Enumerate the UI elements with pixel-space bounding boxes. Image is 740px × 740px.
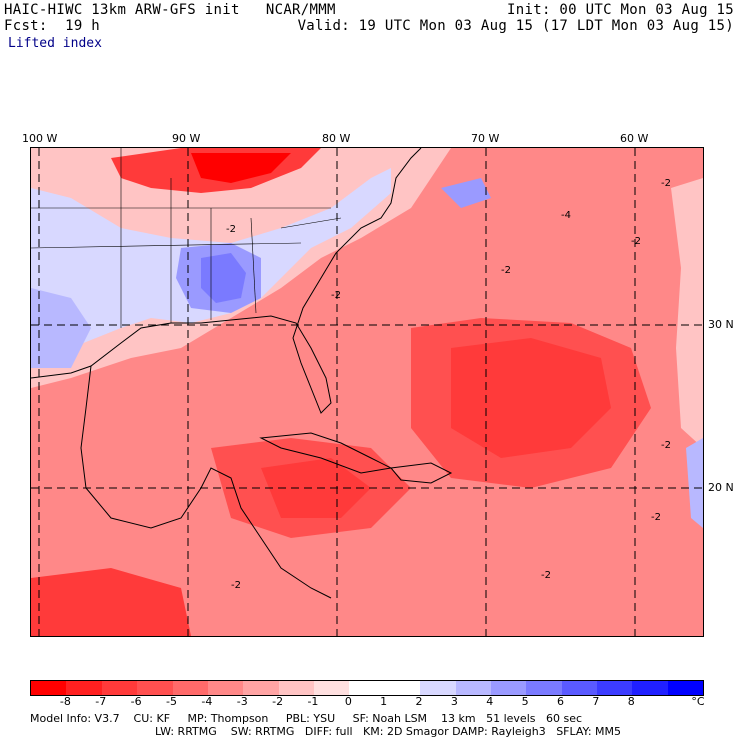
colorbar-tick-label: 7: [592, 695, 600, 708]
colorbar-segment: [526, 681, 562, 695]
lon-label-80w: 80 W: [322, 132, 351, 145]
valid-time: Valid: 19 UTC Mon 03 Aug 15 (17 LDT Mon …: [297, 18, 734, 34]
colorbar-segment: [31, 681, 67, 695]
colorbar-tick-label: -8: [59, 695, 71, 708]
graticule: [31, 148, 703, 636]
colorbar-tick-label: 0: [344, 695, 352, 708]
contour-label: -2: [651, 512, 661, 523]
colorbar-tick-label: -5: [165, 695, 177, 708]
colorbar-tick-label: 2: [415, 695, 423, 708]
colorbar-segment: [137, 681, 173, 695]
model-info-line1: Model Info: V3.7 CU: KF MP: Thompson PBL…: [30, 712, 583, 725]
colorbar-segment: [667, 681, 704, 695]
forecast-hour: Fcst: 19 h: [4, 18, 101, 34]
colorbar-tick-label: -4: [201, 695, 213, 708]
contour-label: -2: [226, 224, 236, 235]
colorbar-labels: -8 -7 -6 -5 -4 -3 -2 -1 0 1 2 3 4 5 6 7 8 °C: [30, 695, 705, 709]
lon-label-100w: 100 W: [22, 132, 58, 145]
colorbar-segment: [420, 681, 456, 695]
unstable-core-caribbean: [261, 458, 371, 518]
hispaniola-outline: [390, 462, 453, 484]
colorbar-segment: [243, 681, 279, 695]
unstable-core-atlantic: [451, 338, 611, 458]
lon-label-90w: 90 W: [172, 132, 201, 145]
colorbar-segment: [455, 681, 491, 695]
stable-core-dark: [201, 253, 246, 303]
lat-label-30n: 30 N: [708, 318, 734, 331]
contour-label: -4: [561, 210, 571, 221]
colorbar-tick-label: 1: [380, 695, 388, 708]
colorbar-segment: [101, 681, 138, 695]
colorbar: [30, 680, 704, 696]
init-time: Init: 00 UTC Mon 03 Aug 15: [507, 2, 734, 18]
colorbar-tick-label: 5: [521, 695, 529, 708]
field-name: Lifted index: [8, 36, 102, 51]
contour-label: -2: [661, 178, 671, 189]
stable-region-east: [671, 178, 703, 448]
colorbar-segment: [384, 681, 421, 695]
colorbar-tick-label: -6: [130, 695, 142, 708]
lifted-index-map: -2 -2 -2 -4 -2 -2 -2 -2 -2 -2: [30, 147, 704, 637]
contour-label: -2: [231, 580, 241, 591]
colorbar-tick-label: 6: [557, 695, 565, 708]
colorbar-segment: [314, 681, 350, 695]
contour-label: -2: [501, 265, 511, 276]
colorbar-tick-label: 3: [450, 695, 458, 708]
lon-label-60w: 60 W: [620, 132, 649, 145]
contour-label: -2: [631, 236, 641, 247]
unstable-core-north: [191, 153, 291, 183]
colorbar-segment: [597, 681, 633, 695]
model-info-line2: LW: RRTMG SW: RRTMG DIFF: full KM: 2D Sm…: [155, 725, 621, 738]
contour-label: -2: [331, 290, 341, 301]
colorbar-tick-label: 4: [486, 695, 494, 708]
colorbar-segment: [490, 681, 527, 695]
colorbar-tick-label: -3: [236, 695, 248, 708]
us-coastline: [31, 148, 422, 414]
colorbar-tick-label: -7: [95, 695, 107, 708]
model-title: HAIC-HIWC 13km ARW-GFS init NCAR/MMM: [4, 2, 336, 18]
colorbar-tick-label: °C: [691, 695, 705, 708]
colorbar-tick-label: 8: [627, 695, 635, 708]
lat-label-20n: 20 N: [708, 481, 734, 494]
colorbar-segment: [349, 681, 385, 695]
colorbar-segment: [632, 681, 668, 695]
state-borders: [31, 148, 342, 328]
stable-patch-east: [686, 438, 703, 528]
map-svg: -2 -2 -2 -4 -2 -2 -2 -2 -2 -2: [31, 148, 703, 636]
contour-label: -2: [541, 570, 551, 581]
lon-label-70w: 70 W: [471, 132, 500, 145]
contour-label: -2: [661, 440, 671, 451]
unstable-region-pacific: [31, 568, 191, 636]
colorbar-segment: [66, 681, 102, 695]
colorbar-segment: [561, 681, 597, 695]
stable-patch-ocean: [441, 178, 491, 208]
colorbar-segment: [278, 681, 314, 695]
stable-patch-texas: [31, 288, 91, 368]
colorbar-tick-label: -1: [307, 695, 319, 708]
colorbar-segment: [172, 681, 208, 695]
colorbar-segment: [207, 681, 244, 695]
colorbar-tick-label: -2: [272, 695, 284, 708]
